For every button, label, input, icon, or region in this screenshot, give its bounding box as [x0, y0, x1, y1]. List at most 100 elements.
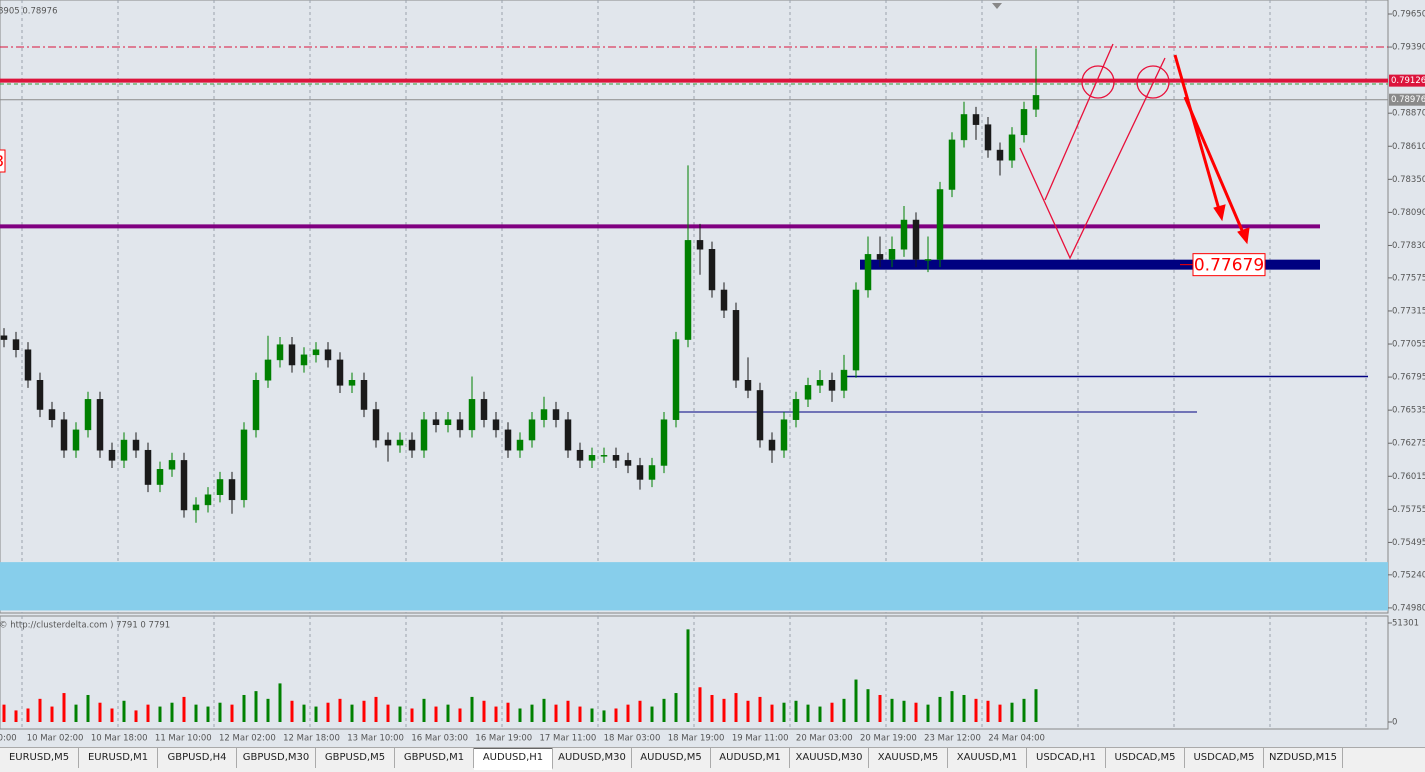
candle-body — [708, 249, 716, 291]
candle-body — [372, 409, 380, 441]
volume-bar — [770, 704, 774, 722]
volume-bar — [14, 710, 18, 722]
y-tick-label: 0.77055 — [1392, 340, 1425, 350]
volume-bar — [386, 704, 390, 722]
candle-body — [612, 455, 620, 461]
symbol-tab[interactable]: AUDUSD,M30 — [553, 748, 632, 768]
volume-bar — [962, 694, 966, 722]
volume-bar — [470, 696, 474, 722]
candle-body — [84, 399, 92, 431]
circle-mark — [1081, 65, 1115, 99]
target-zone — [860, 259, 1320, 270]
symbol-tab[interactable]: GBPUSD,M5 — [316, 748, 395, 768]
volume-bar — [734, 693, 738, 722]
volume-bar — [566, 700, 570, 722]
candle-body — [1020, 109, 1028, 136]
x-tick-label: 18 Mar 19:00 — [668, 734, 725, 744]
candle-body — [1032, 95, 1040, 110]
candle-body — [504, 429, 512, 451]
symbol-tab[interactable]: GBPUSD,M30 — [237, 748, 316, 768]
candle-body — [240, 429, 248, 501]
symbol-tab[interactable]: GBPUSD,M1 — [395, 748, 474, 768]
x-tick-label: 17 Mar 11:00 — [540, 734, 597, 744]
candle-body — [792, 399, 800, 420]
volume-tick-label: 0 — [1392, 718, 1397, 728]
volume-bar — [206, 706, 210, 722]
candle-body — [384, 439, 392, 446]
volume-bar — [686, 629, 690, 722]
left-marker: 3 — [0, 152, 4, 171]
candle-body — [984, 124, 992, 151]
volume-bar — [746, 700, 750, 722]
candle-body — [636, 465, 644, 480]
volume-bar — [26, 708, 30, 722]
y-tick-label: 0.74980 — [1392, 603, 1425, 613]
symbol-tab[interactable]: XAUUSD,M5 — [869, 748, 948, 768]
symbol-tab[interactable]: EURUSD,M5 — [0, 748, 79, 768]
candle-body — [48, 409, 56, 420]
volume-bar — [998, 704, 1002, 722]
candle-body — [300, 354, 308, 366]
symbol-tab[interactable]: GBPUSD,H4 — [158, 748, 237, 768]
candle-body — [192, 504, 200, 511]
candle-body — [672, 339, 680, 420]
candle-body — [96, 399, 104, 451]
symbol-tab[interactable]: NZDUSD,M15 — [1264, 748, 1343, 768]
symbol-tab[interactable]: EURUSD,M1 — [79, 748, 158, 768]
volume-bar — [674, 693, 678, 722]
candle-body — [156, 469, 164, 485]
x-tick-label: 19 Mar 11:00 — [732, 734, 789, 744]
volume-bar — [554, 704, 558, 722]
candle-body — [420, 419, 428, 451]
volume-bar — [542, 698, 546, 722]
symbol-tab[interactable]: XAUUSD,M30 — [790, 748, 869, 768]
left-marker-box — [0, 149, 6, 173]
volume-bar — [530, 704, 534, 722]
arrow-head — [1237, 227, 1250, 245]
volume-bar — [1022, 698, 1026, 722]
symbol-tab[interactable]: AUDUSD,M5 — [632, 748, 711, 768]
volume-bar — [410, 708, 414, 722]
y-tick-label: 0.76275 — [1392, 439, 1425, 449]
indicator-title: © http://clusterdelta.com ) 7791 0 7791 — [0, 621, 170, 631]
y-tick-label: 0.78870 — [1392, 109, 1425, 119]
symbol-tab[interactable]: USDCAD,H1 — [1027, 748, 1106, 768]
candle-body — [732, 310, 740, 381]
circle-mark — [1136, 65, 1170, 99]
volume-bar — [974, 698, 978, 722]
volume-bar — [278, 683, 282, 722]
volume-bar — [794, 700, 798, 722]
symbol-tab[interactable]: USDCAD,M5 — [1185, 748, 1264, 768]
candle-body — [948, 139, 956, 190]
volume-bar — [926, 704, 930, 722]
candle-body — [852, 289, 860, 371]
y-tick-label: 0.76535 — [1392, 406, 1425, 416]
volume-bar — [326, 702, 330, 722]
volume-bar — [446, 704, 450, 722]
volume-bar — [758, 696, 762, 722]
volume-bar — [710, 694, 714, 722]
candle-body — [204, 494, 212, 506]
volume-bar — [98, 702, 102, 722]
symbol-tab[interactable]: AUDUSD,H1 — [474, 748, 553, 770]
symbol-tab[interactable]: AUDUSD,M1 — [711, 748, 790, 768]
candle-body — [996, 149, 1004, 161]
candle-body — [816, 380, 824, 386]
candle-body — [864, 254, 872, 291]
candle-body — [912, 219, 920, 260]
volume-bar — [638, 700, 642, 722]
y-tick-label: 0.77830 — [1392, 241, 1425, 251]
candle-body — [528, 419, 536, 441]
candle-body — [600, 455, 608, 457]
volume-bar — [518, 708, 522, 722]
y-tick-label: 0.78090 — [1392, 208, 1425, 218]
volume-bar — [986, 700, 990, 722]
volume-bar — [110, 708, 114, 722]
candle-body — [960, 114, 968, 141]
price-tag-label: 0.79126 — [1391, 76, 1425, 86]
volume-bar — [458, 708, 462, 722]
symbol-tab[interactable]: XAUUSD,M1 — [948, 748, 1027, 768]
candle-body — [396, 439, 404, 446]
x-tick-label: 16 Mar 03:00 — [411, 734, 468, 744]
symbol-tab[interactable]: USDCAD,M5 — [1106, 748, 1185, 768]
